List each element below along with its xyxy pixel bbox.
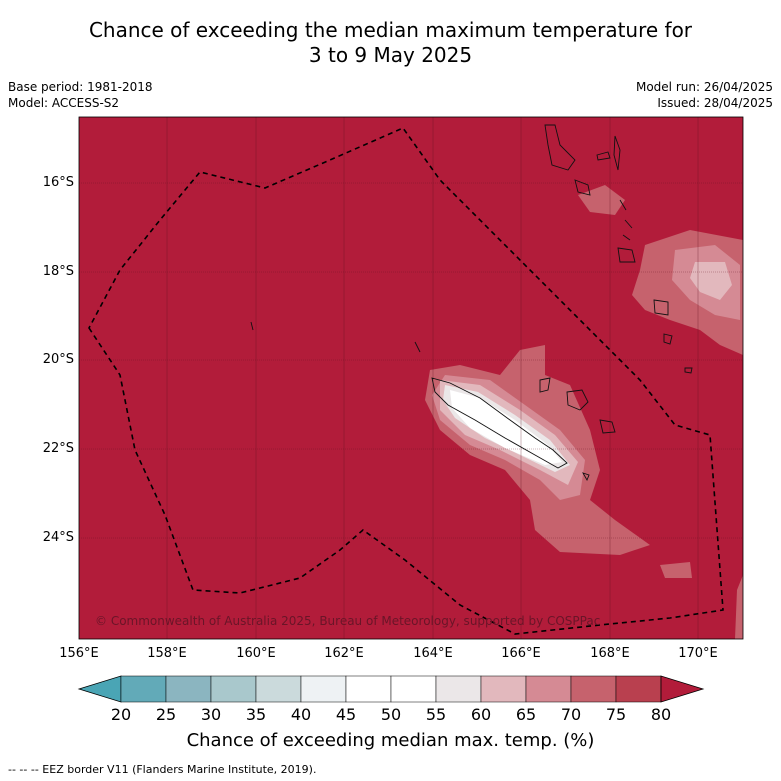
gridlines	[79, 117, 743, 639]
lon-label-164e: 164°E	[413, 646, 453, 661]
issued-date-text: Issued: 28/04/2025	[657, 96, 773, 110]
base-period-info: Base period: 1981-2018 Model: ACCESS-S2	[8, 79, 153, 111]
loyalty-islands-3	[599, 419, 616, 434]
lon-label-168e: 168°E	[590, 646, 630, 661]
vanuatu-espiritu-santo	[544, 124, 576, 171]
colorbar-title: Chance of exceeding median max. temp. (%…	[186, 730, 595, 751]
model-run-text: Model run: 26/04/2025	[635, 80, 773, 94]
colorbar-tick-label: 60	[470, 705, 492, 724]
colorbar-bin	[345, 675, 392, 703]
lon-label-166e: 166°E	[501, 646, 541, 661]
coastlines	[250, 124, 693, 482]
colorbar-bin	[120, 675, 167, 703]
colorbar-tick-label: 20	[110, 705, 132, 724]
anomaly-contour-50	[450, 390, 562, 465]
vanuatu-ambae	[596, 151, 611, 161]
map-title-line1: Chance of exceeding the median maximum t…	[88, 18, 693, 42]
vanuatu-efate	[617, 247, 636, 263]
model-name-text: Model: ACCESS-S2	[8, 96, 120, 110]
colorbar-tick-label: 35	[245, 705, 267, 724]
colorbar-bin	[435, 675, 482, 703]
loyalty-islands-1	[539, 377, 551, 393]
vanuatu-pentecost	[613, 135, 621, 171]
vanuatu-tanna	[663, 333, 673, 345]
lat-label-22s: 22°S	[42, 441, 74, 456]
colorbar-bin	[615, 675, 662, 703]
colorbar-bin	[255, 675, 302, 703]
colorbar-tick-label: 70	[560, 705, 582, 724]
colorbar-under-arrow	[77, 675, 122, 703]
lon-label-158e: 158°E	[147, 646, 187, 661]
map-frame	[78, 116, 744, 640]
eez-border-footnote: -- -- -- EEZ border V11 (Flanders Marine…	[8, 763, 317, 776]
lat-label-18s: 18°S	[42, 264, 74, 279]
grande-terre-island	[431, 377, 568, 469]
colorbar-over-arrow	[660, 675, 705, 703]
lon-label-162e: 162°E	[324, 646, 364, 661]
colorbar-bin	[570, 675, 617, 703]
colorbar-tick-label: 30	[200, 705, 222, 724]
vanuatu-erromango	[653, 299, 669, 316]
lon-label-160e: 160°E	[236, 646, 276, 661]
colorbar-tick-label: 45	[335, 705, 357, 724]
lat-label-16s: 16°S	[42, 175, 74, 190]
colorbar-tick-label: 40	[290, 705, 312, 724]
lat-label-24s: 24°S	[42, 530, 74, 545]
colorbar-bin	[165, 675, 212, 703]
map-title: Chance of exceeding the median maximum t…	[0, 18, 781, 68]
copyright-notice: © Commonwealth of Australia 2025, Bureau…	[95, 614, 601, 628]
colorbar-bin	[390, 675, 437, 703]
colorbar-tick-label: 55	[425, 705, 447, 724]
vanuatu-malekula	[574, 179, 591, 196]
colorbar-tick-label: 80	[650, 705, 672, 724]
chesterfield-reef	[250, 321, 254, 331]
colorbar	[77, 675, 705, 703]
colorbar-tick-label: 50	[380, 705, 402, 724]
colorbar-bin	[300, 675, 347, 703]
colorbar-tick-label: 25	[155, 705, 177, 724]
vanuatu-small-isles	[619, 199, 633, 241]
anomaly-contour-east-60	[690, 262, 732, 300]
lon-label-156e: 156°E	[59, 646, 99, 661]
lat-label-20s: 20°S	[42, 352, 74, 367]
isle-of-pines	[582, 472, 590, 482]
colorbar-bin	[525, 675, 572, 703]
lon-label-170e: 170°E	[678, 646, 718, 661]
map-title-line2: 3 to 9 May 2025	[308, 43, 473, 67]
loyalty-islands-2	[566, 389, 589, 411]
map-background	[79, 117, 743, 639]
vanuatu-aneityum	[684, 367, 693, 374]
anomaly-contour-edge	[735, 575, 743, 639]
base-period-text: Base period: 1981-2018	[8, 80, 153, 94]
colorbar-tick-label: 65	[515, 705, 537, 724]
colorbar-bin	[210, 675, 257, 703]
anomaly-contour-southeast	[660, 562, 692, 578]
colorbar-bin	[480, 675, 527, 703]
colorbar-tick-label: 75	[605, 705, 627, 724]
model-run-info: Model run: 26/04/2025 Issued: 28/04/2025	[636, 79, 773, 111]
belep-islands	[414, 341, 421, 353]
